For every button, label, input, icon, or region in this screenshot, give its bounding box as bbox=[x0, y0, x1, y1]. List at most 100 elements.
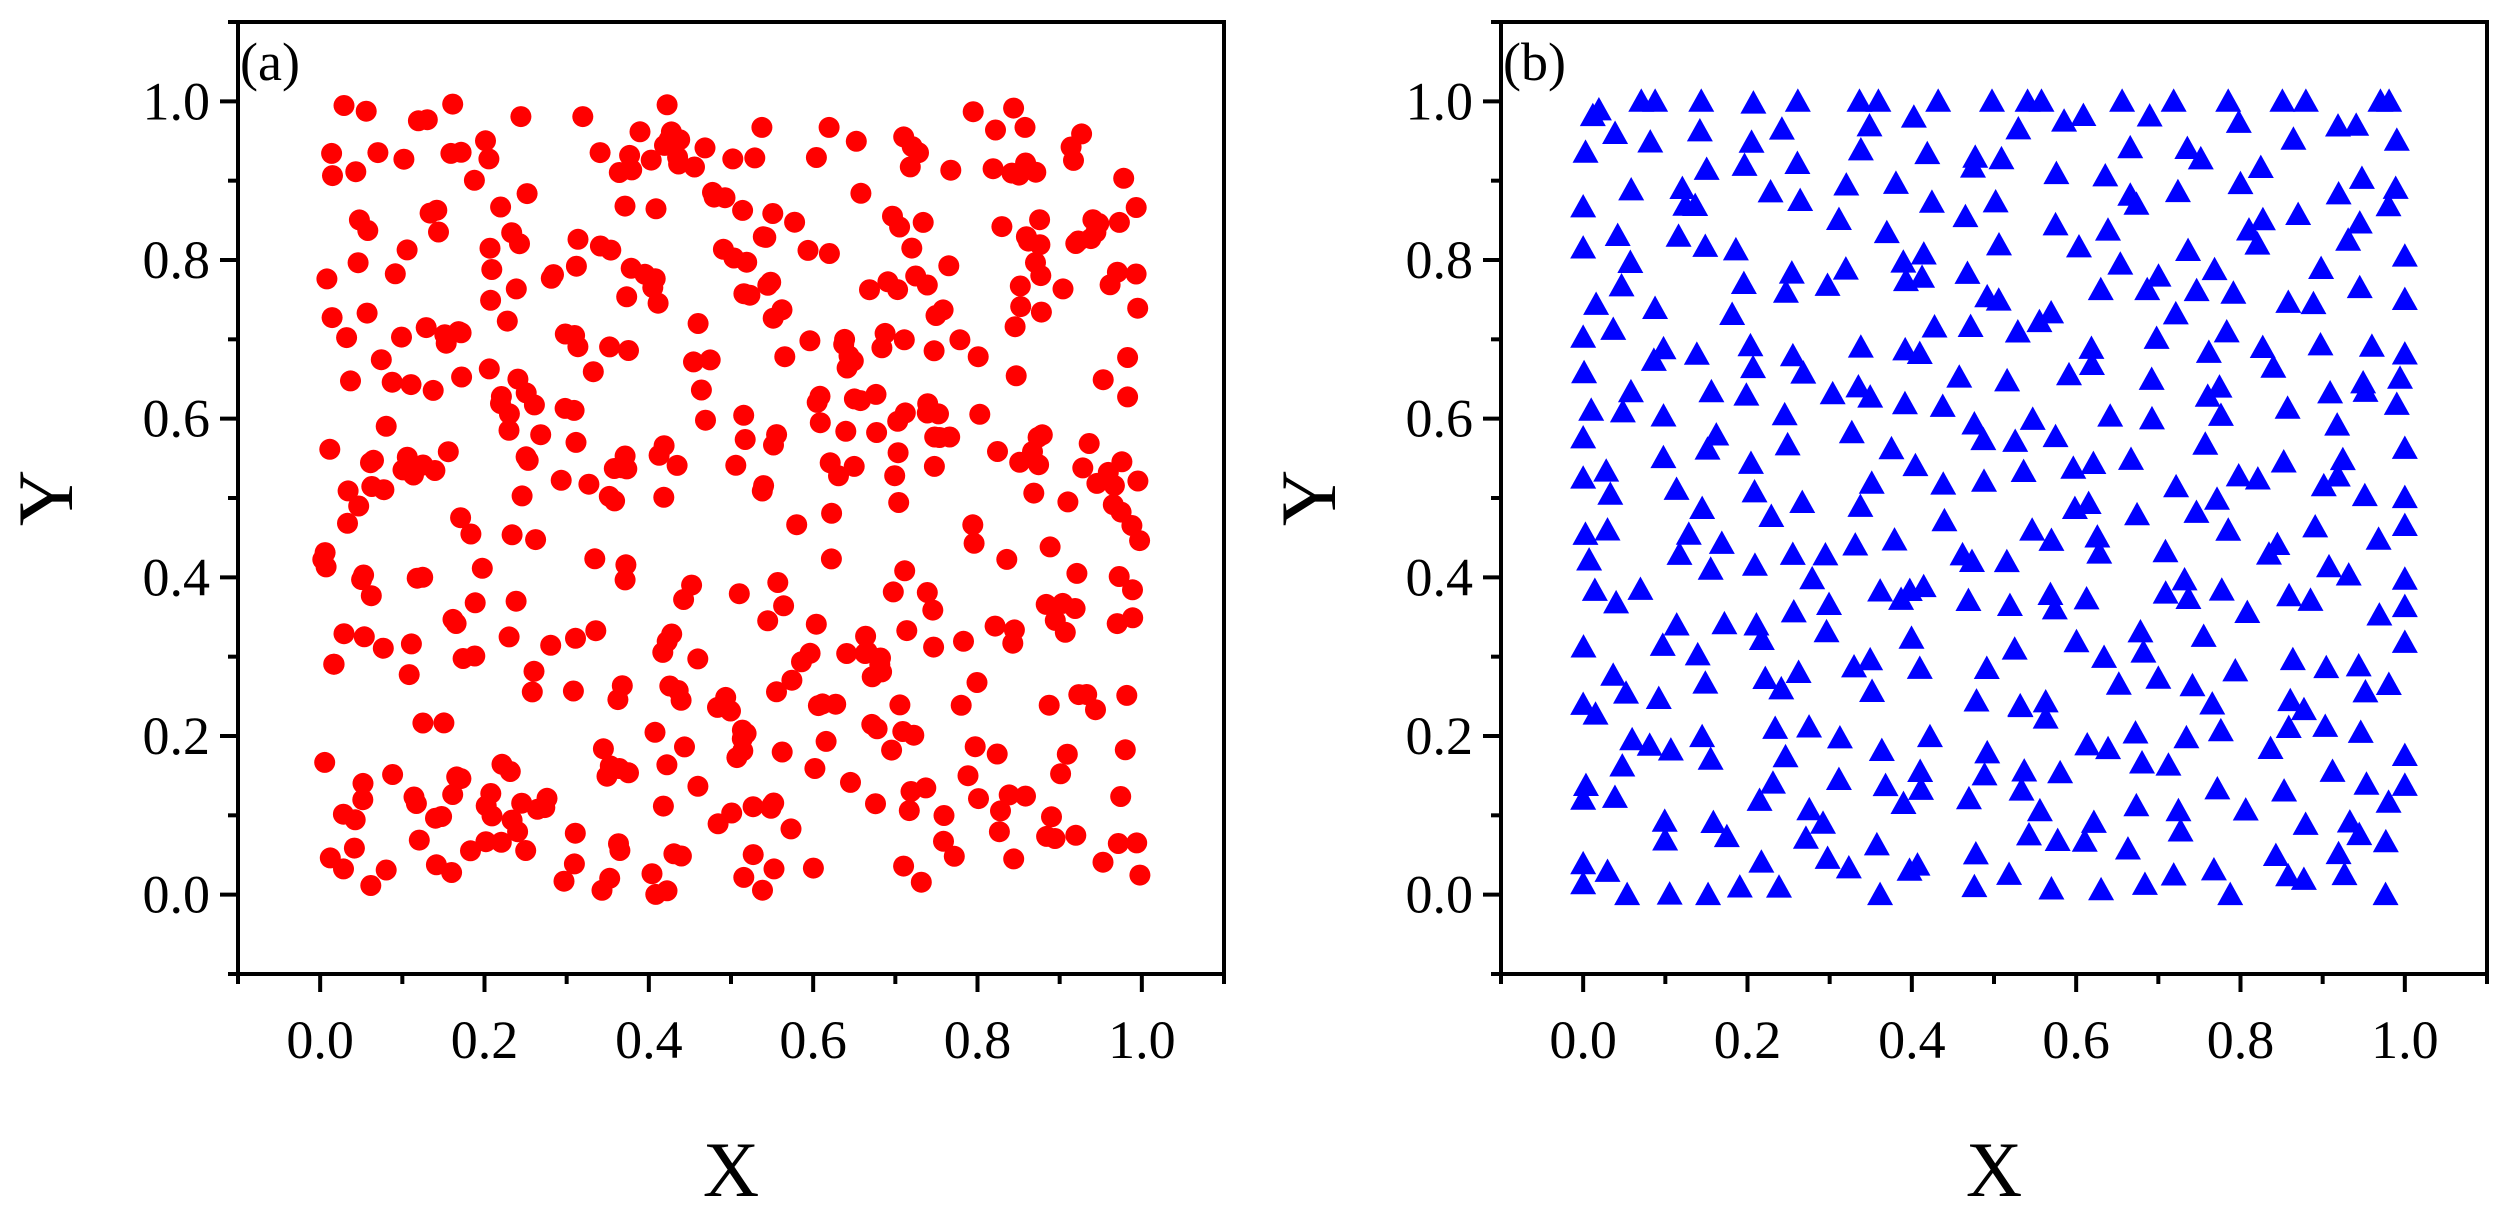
scatter-point bbox=[1114, 739, 1136, 761]
panel-a-y-ticks: 0.0 0.2 0.4 0.6 0.8 1.0 bbox=[143, 20, 238, 976]
scatter-point bbox=[2065, 234, 2092, 258]
scatter-point bbox=[1722, 236, 1749, 261]
scatter-point bbox=[2088, 876, 2115, 901]
scatter-point bbox=[1117, 347, 1139, 368]
scatter-point bbox=[964, 736, 986, 758]
scatter-point bbox=[1125, 263, 1147, 285]
scatter-point bbox=[501, 524, 523, 546]
scatter-point bbox=[923, 340, 945, 362]
scatter-point bbox=[2220, 280, 2247, 304]
scatter-point bbox=[923, 636, 945, 658]
scatter-point bbox=[1065, 824, 1087, 846]
scatter-point bbox=[1738, 129, 1765, 153]
scatter-point bbox=[480, 289, 502, 311]
scatter-point bbox=[2038, 876, 2065, 900]
scatter-point bbox=[629, 121, 651, 143]
scatter-point bbox=[963, 532, 985, 554]
scatter-point bbox=[2249, 334, 2276, 358]
x-tick-label: 1.0 bbox=[1108, 1010, 1176, 1070]
scatter-point bbox=[2307, 331, 2334, 356]
scatter-point bbox=[1833, 172, 1860, 196]
scatter-point bbox=[1645, 685, 1672, 710]
scatter-point bbox=[666, 454, 688, 476]
scatter-point bbox=[1057, 491, 1079, 513]
scatter-point bbox=[1785, 659, 1812, 683]
scatter-point bbox=[866, 422, 888, 443]
scatter-point bbox=[1957, 313, 1984, 337]
scatter-point bbox=[490, 196, 512, 218]
x-tick-label: 0.4 bbox=[1878, 1010, 1946, 1070]
scatter-point bbox=[1779, 342, 1806, 367]
scatter-point bbox=[1694, 436, 1721, 460]
scatter-point bbox=[2249, 206, 2276, 231]
scatter-point bbox=[818, 116, 840, 138]
scatter-point bbox=[1810, 810, 1837, 834]
scatter-point bbox=[957, 765, 979, 787]
scatter-point bbox=[766, 424, 788, 446]
scatter-point bbox=[2086, 540, 2113, 564]
scatter-point bbox=[440, 142, 462, 164]
scatter-point bbox=[554, 323, 576, 345]
scatter-point bbox=[554, 397, 576, 419]
scatter-point bbox=[1129, 530, 1151, 552]
scatter-point bbox=[1881, 527, 1908, 551]
scatter-point bbox=[953, 630, 974, 652]
scatter-point bbox=[408, 829, 430, 851]
scatter-point bbox=[874, 322, 896, 344]
scatter-point bbox=[428, 221, 449, 243]
scatter-point bbox=[1570, 870, 1597, 895]
scatter-point bbox=[1993, 548, 2020, 573]
scatter-point bbox=[687, 648, 709, 670]
scatter-point bbox=[499, 761, 521, 782]
scatter-point bbox=[833, 333, 855, 355]
scatter-point bbox=[2199, 691, 2226, 715]
scatter-point bbox=[1772, 743, 1799, 768]
scatter-point bbox=[2204, 775, 2231, 800]
scatter-point bbox=[1813, 618, 1840, 643]
scatter-point bbox=[943, 845, 965, 867]
scatter-point bbox=[1613, 680, 1640, 704]
scatter-point bbox=[2391, 566, 2418, 590]
scatter-point bbox=[2042, 423, 2069, 448]
scatter-point bbox=[2171, 566, 2198, 591]
scatter-point bbox=[654, 134, 675, 156]
scatter-point bbox=[2138, 405, 2165, 430]
scatter-point bbox=[1780, 598, 1807, 623]
scatter-point bbox=[1125, 197, 1147, 218]
scatter-point bbox=[2019, 517, 2046, 541]
scatter-point bbox=[322, 165, 343, 187]
scatter-point bbox=[1015, 785, 1036, 807]
scatter-point bbox=[2073, 585, 2100, 610]
scatter-point bbox=[1982, 188, 2009, 213]
scatter-point bbox=[1757, 179, 1784, 203]
scatter-point bbox=[2175, 585, 2202, 610]
scatter-point bbox=[2080, 809, 2107, 833]
scatter-point bbox=[1906, 655, 1933, 679]
scatter-point bbox=[321, 307, 343, 329]
scatter-point bbox=[809, 385, 831, 407]
scatter-point bbox=[925, 305, 947, 326]
scatter-point bbox=[1068, 684, 1090, 706]
scatter-point bbox=[683, 351, 704, 373]
scatter-point bbox=[1092, 369, 1114, 391]
scatter-point bbox=[450, 507, 472, 529]
scatter-point bbox=[1865, 88, 1892, 112]
scatter-point bbox=[1003, 619, 1025, 641]
scatter-point bbox=[1988, 145, 2015, 170]
scatter-point bbox=[2201, 256, 2228, 281]
scatter-point bbox=[761, 795, 783, 817]
scatter-point bbox=[396, 446, 418, 468]
scatter-point bbox=[516, 183, 538, 205]
scatter-point bbox=[2164, 178, 2191, 203]
scatter-point bbox=[896, 620, 918, 642]
scatter-point bbox=[525, 529, 547, 551]
x-tick-label: 0.4 bbox=[615, 1010, 683, 1070]
scatter-point bbox=[1585, 96, 1612, 121]
scatter-point bbox=[752, 879, 773, 901]
scatter-point bbox=[1054, 621, 1076, 643]
scatter-point bbox=[1600, 316, 1627, 340]
scatter-point bbox=[412, 712, 434, 734]
scatter-point bbox=[620, 257, 642, 279]
scatter-point bbox=[1650, 403, 1677, 427]
scatter-point bbox=[2207, 402, 2234, 426]
